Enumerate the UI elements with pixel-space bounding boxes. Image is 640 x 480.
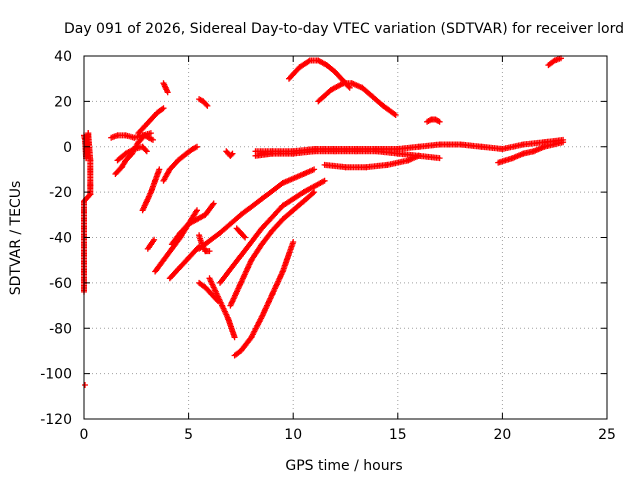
data-point-marker [228, 151, 235, 158]
series-track [168, 200, 217, 248]
y-axis-label: SDTVAR / TECUs [8, 181, 24, 296]
series-track [144, 236, 158, 252]
series-track [217, 177, 328, 286]
x-tick-label: 15 [389, 427, 407, 443]
y-tick-label: -80 [49, 321, 72, 337]
data-point-marker [560, 139, 567, 146]
data-point-marker [194, 143, 200, 150]
data-point-marker [391, 111, 398, 118]
series-track [321, 152, 422, 171]
axis-ticks [83, 55, 608, 420]
data-point-marker [210, 200, 217, 207]
data-point-marker [305, 58, 312, 65]
series-track [495, 139, 567, 166]
data-point-marker [147, 130, 154, 137]
data-point-marker [143, 148, 150, 155]
grid [84, 56, 607, 419]
data-point-marker [392, 112, 399, 118]
y-tick-label: 0 [63, 140, 72, 156]
data-point-marker [194, 207, 200, 214]
y-tick-label: -100 [40, 367, 72, 383]
data-point-marker [229, 150, 236, 157]
y-tick-label: -120 [40, 412, 72, 428]
data-point-marker [142, 147, 149, 154]
series-track [139, 166, 163, 214]
y-tick-label: -40 [49, 231, 72, 247]
data-point-marker [160, 105, 167, 112]
series-track [114, 143, 150, 164]
series-track [223, 148, 236, 159]
y-tick-label: -20 [49, 185, 72, 201]
series-track [233, 225, 249, 241]
data-point-marker [156, 166, 163, 173]
series-track [424, 116, 443, 125]
data-point-marker [159, 106, 166, 113]
y-tick-label: 40 [54, 49, 72, 65]
series-track [227, 189, 318, 309]
data-point-marker [231, 334, 238, 341]
series-track [315, 80, 399, 118]
series-track [81, 130, 94, 295]
series-track [545, 55, 564, 69]
series-track [160, 143, 200, 184]
series-track [196, 279, 221, 304]
data-point-marker [310, 190, 316, 197]
data-point-marker [193, 208, 200, 215]
series-track [135, 105, 167, 137]
series-track [196, 232, 213, 255]
data-point-marker [151, 236, 158, 243]
data-point-marker [242, 234, 249, 241]
data-point-marker [241, 233, 247, 240]
data-point-marker [311, 189, 318, 196]
series-track [196, 166, 318, 252]
series-track [166, 243, 203, 282]
data-point-marker [415, 152, 422, 159]
chart-title: Day 091 of 2026, Sidereal Day-to-day VTE… [64, 21, 624, 37]
series-track [231, 239, 297, 359]
x-tick-label: 0 [80, 427, 89, 443]
series-track [286, 57, 353, 91]
y-tick-labels: -120 -100 -80 -60 -40 -20 0 20 40 [40, 49, 72, 428]
data-point-marker [203, 101, 210, 108]
x-tick-label: 20 [493, 427, 511, 443]
y-tick-label: 20 [54, 94, 72, 110]
series-track [206, 275, 238, 341]
data-point-marker [150, 136, 156, 143]
data-point-marker [209, 201, 216, 208]
x-axis-label: GPS time / hours [285, 458, 402, 474]
x-tick-label: 5 [184, 427, 193, 443]
data-point-marker [436, 118, 443, 125]
series-track [82, 382, 88, 388]
x-tick-labels: 0 5 10 15 20 25 [80, 427, 616, 443]
data-points [81, 55, 567, 388]
data-point-marker [82, 382, 88, 388]
data-point-marker [321, 177, 328, 184]
series-track [252, 148, 443, 162]
data-point-marker [206, 248, 213, 255]
data-point-marker [204, 102, 211, 109]
series-track [160, 80, 171, 96]
data-point-marker [164, 89, 171, 96]
data-point-marker [436, 155, 443, 162]
data-point-marker [213, 296, 220, 303]
data-point-marker [290, 239, 297, 245]
y-tick-label: -60 [49, 276, 72, 292]
series-track [108, 130, 154, 141]
data-point-marker [214, 298, 221, 304]
x-tick-label: 25 [598, 427, 616, 443]
data-point-marker [311, 166, 318, 173]
data-point-marker [82, 197, 88, 204]
x-tick-label: 10 [284, 427, 302, 443]
series-track [196, 96, 211, 109]
